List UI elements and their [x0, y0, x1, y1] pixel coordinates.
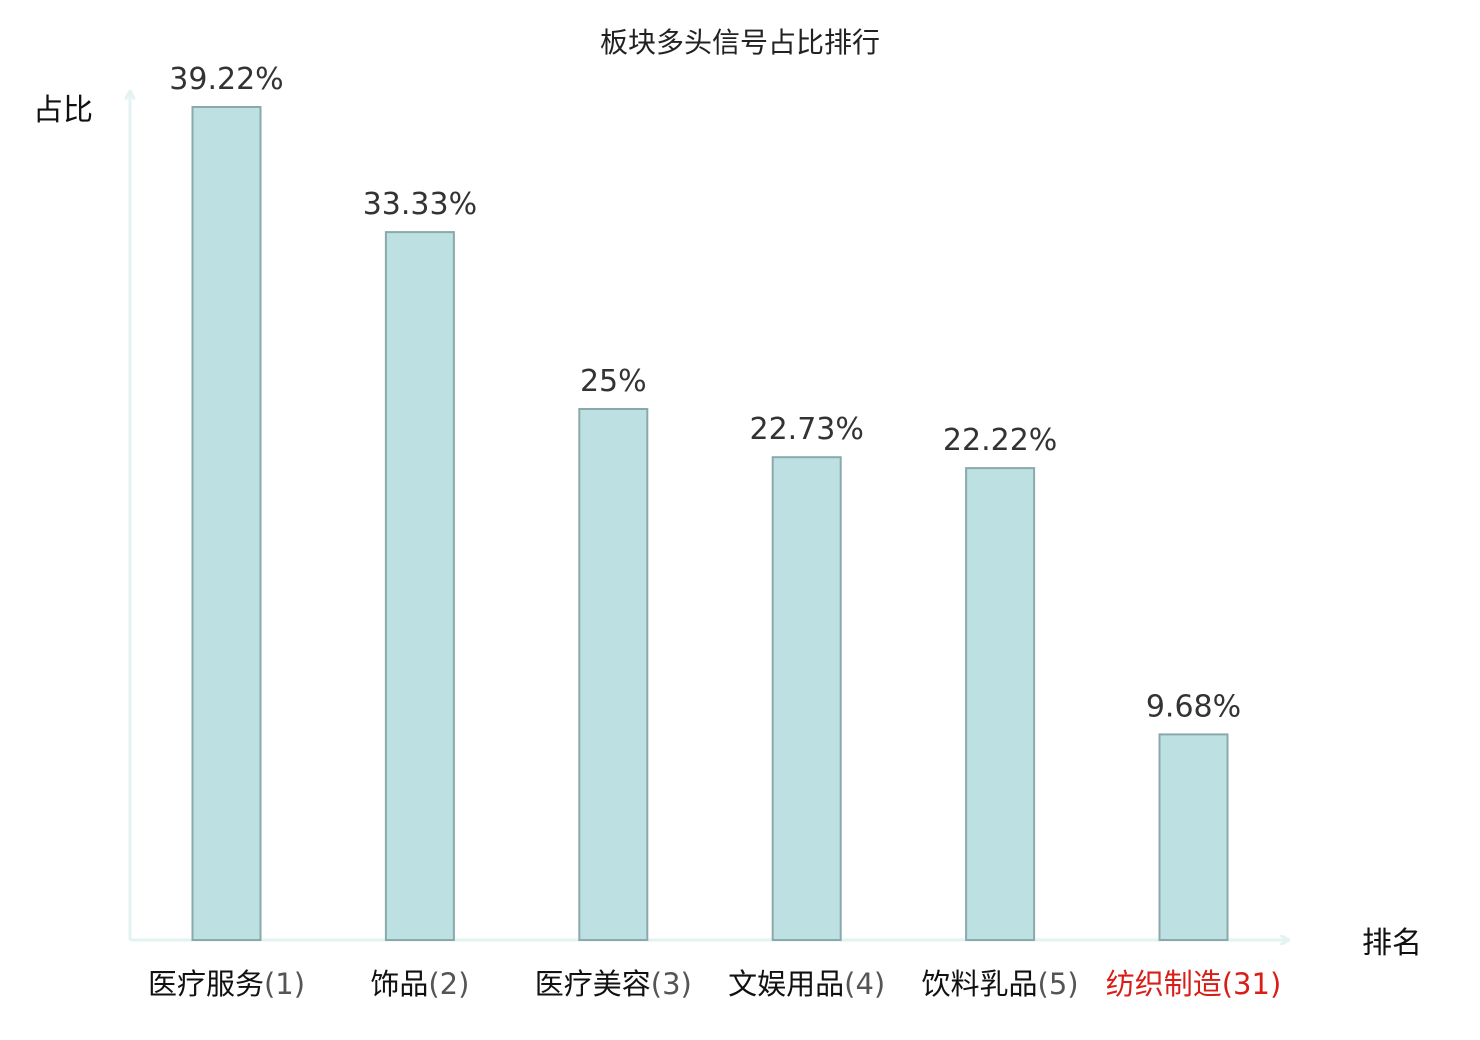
- category-name: 文娱用品: [728, 967, 844, 1001]
- bar-value-label: 39.22%: [169, 62, 283, 97]
- bar-3: [578, 408, 649, 941]
- category-rank: (3): [651, 967, 692, 1001]
- category-rank: (4): [844, 967, 885, 1001]
- bar-value-label: 22.73%: [750, 412, 864, 447]
- category-name: 医疗美容: [535, 967, 651, 1001]
- bars-group: [191, 106, 1229, 942]
- bar-1: [191, 106, 262, 941]
- category-name: 医疗服务: [148, 967, 264, 1001]
- bar-value-label: 25%: [580, 364, 647, 399]
- x-axis-label: 排名: [1362, 926, 1422, 961]
- bar-value-label: 33.33%: [363, 187, 477, 222]
- category-rank: (2): [428, 967, 469, 1001]
- category-name: 饰品: [370, 967, 428, 1001]
- category-rank: (31): [1222, 967, 1282, 1001]
- y-axis-label: 占比: [33, 93, 93, 128]
- bar-4: [771, 456, 842, 941]
- bar-5: [965, 467, 1036, 941]
- category-rank: (1): [264, 967, 305, 1001]
- x-tick-label: 饰品(2): [370, 967, 469, 1001]
- chart-title: 板块多头信号占比排行: [600, 26, 880, 59]
- bar-2: [384, 231, 455, 942]
- category-labels-group: 医疗服务(1) 饰品(2) 医疗美容(3) 文娱用品(4) 饮料乳品(5) 纺织制造(31…: [148, 967, 1281, 1001]
- category-rank: (5): [1038, 967, 1079, 1001]
- category-name: 纺织制造: [1106, 967, 1222, 1001]
- x-tick-label: 饮料乳品(5): [922, 967, 1079, 1001]
- x-tick-label: 医疗服务(1): [148, 967, 305, 1001]
- bar-value-label: 22.22%: [943, 423, 1057, 458]
- category-name: 饮料乳品: [922, 967, 1038, 1001]
- value-labels-group: 39.22% 33.33% 25% 22.73% 22.22% 9.68%: [169, 62, 1241, 724]
- x-tick-label: 纺织制造(31): [1106, 967, 1282, 1001]
- bar-6: [1158, 733, 1229, 942]
- x-tick-label: 医疗美容(3): [535, 967, 692, 1001]
- x-tick-label: 文娱用品(4): [728, 967, 885, 1001]
- bar-value-label: 9.68%: [1146, 689, 1241, 724]
